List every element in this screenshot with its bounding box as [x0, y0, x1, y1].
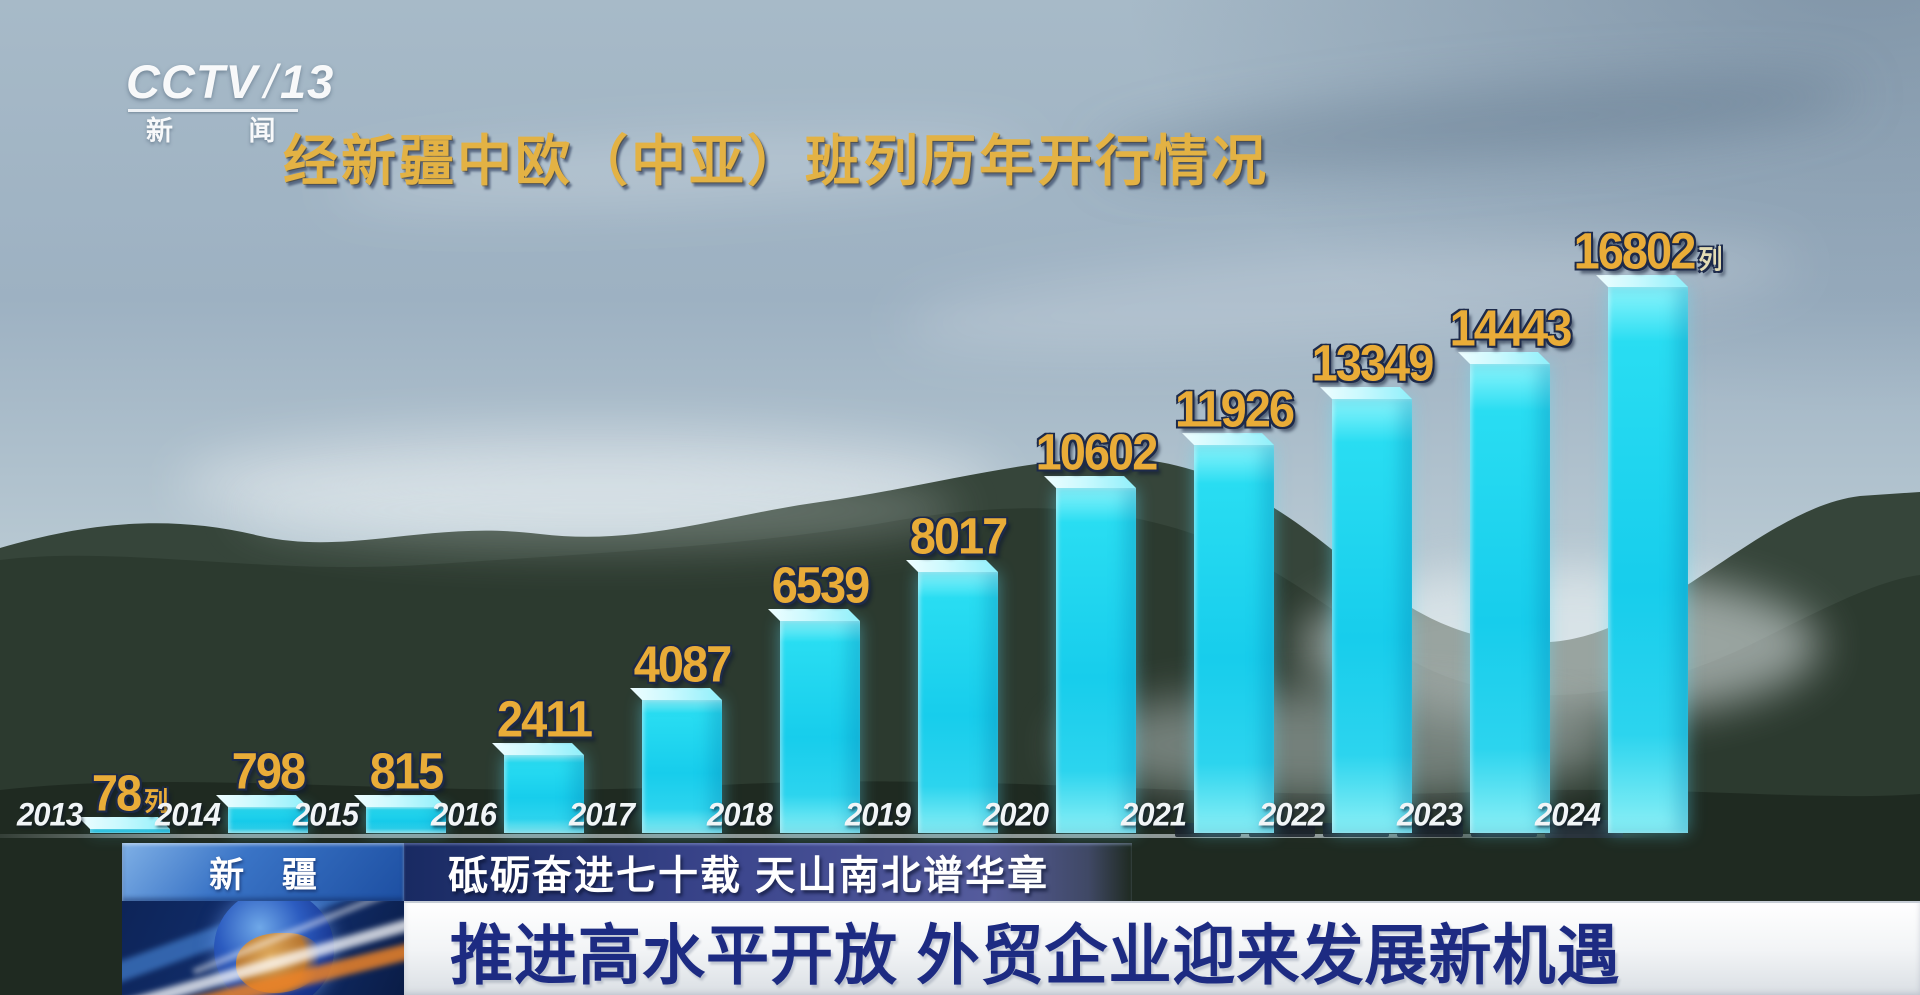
bar-value-label: 14443 [1370, 298, 1650, 357]
bar-top-face [630, 688, 722, 700]
bar-value-label: 8017 [818, 506, 1098, 565]
bar-value-label: 4087 [542, 634, 822, 693]
bar-value-number: 78 [91, 763, 142, 822]
bar-year-label: 2020 [983, 796, 1049, 833]
bar-value-number: 16802 [1573, 221, 1697, 280]
bar-2018 [780, 621, 860, 833]
bar-year-label: 2016 [431, 796, 497, 833]
bar-unit-suffix: 列 [144, 787, 169, 817]
bar-value-label: 815 [266, 741, 546, 800]
bar-top-face [78, 817, 170, 829]
bar-2024 [1608, 287, 1688, 833]
bar-top-face [216, 795, 308, 807]
bar-2017 [642, 700, 722, 833]
bar-year-label: 2022 [1259, 796, 1325, 833]
bar-2019 [918, 572, 998, 833]
bar-year-label: 2014 [155, 796, 221, 833]
bar-year-label: 2015 [293, 796, 359, 833]
bar-value-number: 798 [231, 741, 306, 800]
bar-year-label: 2017 [569, 796, 635, 833]
bar-2014 [228, 807, 308, 833]
bar-value-label: 2411 [404, 689, 684, 748]
bar-2015 [366, 807, 446, 833]
mist-patch [240, 470, 960, 550]
bar-year-label: 2024 [1535, 796, 1601, 833]
bar-year-label: 2019 [845, 796, 911, 833]
bar-year-label: 2013 [17, 796, 83, 833]
bar-2016 [504, 755, 584, 833]
bar-unit-suffix: 列 [1698, 245, 1723, 275]
bar-year-label: 2021 [1121, 796, 1187, 833]
bar-top-face [1596, 275, 1688, 287]
bar-top-face [906, 560, 998, 572]
bar-value-label: 16802 列 [1508, 221, 1788, 280]
bar-value-label: 6539 [680, 555, 960, 614]
globe-graphic [122, 901, 404, 995]
bar-2020 [1056, 488, 1136, 833]
bar-top-face [354, 795, 446, 807]
bar-value-number: 11926 [1174, 379, 1295, 438]
bar-value-number: 4087 [633, 634, 733, 693]
bar-value-number: 13349 [1311, 333, 1435, 392]
bar-2022 [1332, 399, 1412, 833]
bar-2013 [90, 829, 170, 833]
bar-top-face [492, 743, 584, 755]
region-badge-label: 新 疆 [209, 855, 331, 895]
bar-value-number: 14443 [1449, 298, 1573, 357]
bar-value-number: 10602 [1035, 422, 1159, 481]
bar-value-label: 11926 [1094, 379, 1374, 438]
channel-subtitle: 新 闻 [146, 116, 310, 146]
channel-logo: CCTV/13 新 闻 [126, 58, 334, 145]
cctv-text: CCTV [126, 55, 258, 108]
logo-slash: / [263, 55, 279, 108]
bar-value-number: 815 [369, 741, 444, 800]
train-car [1397, 823, 1463, 837]
bar-value-number: 2411 [497, 689, 593, 748]
cctv-wordmark: CCTV/13 [126, 58, 334, 105]
logo-underline [128, 109, 298, 112]
bar-top-face [1044, 476, 1136, 488]
bar-value-label: 13349 [1232, 333, 1512, 392]
bar-2021 [1194, 445, 1274, 833]
bar-top-face [1320, 387, 1412, 399]
train-engine [1545, 820, 1623, 838]
headline-strip: 推进高水平开放 外贸企业迎来发展新机遇 [404, 901, 1920, 995]
bar-year-label: 2018 [707, 796, 773, 833]
bar-value-label: 798 [128, 741, 408, 800]
bar-top-face [1182, 433, 1274, 445]
bar-2023 [1470, 364, 1550, 833]
bar-top-face [1458, 352, 1550, 364]
bar-value-number: 6539 [771, 555, 871, 614]
headline-text: 推进高水平开放 外贸企业迎来发展新机遇 [450, 919, 1621, 993]
bar-value-label: 78 列 [0, 763, 270, 822]
bar-value-number: 8017 [909, 506, 1009, 565]
bar-value-label: 10602 [956, 422, 1236, 481]
bar-top-face [768, 609, 860, 621]
series-title-strip: 砥砺奋进七十载 天山南北谱华章 [404, 843, 1132, 901]
bar-year-label: 2023 [1397, 796, 1463, 833]
region-badge: 新 疆 [122, 843, 404, 901]
channel-number: 13 [280, 55, 335, 108]
railway-line [0, 834, 1660, 838]
chart-title: 经新疆中欧（中亚）班列历年开行情况 [283, 130, 1270, 192]
series-title-text: 砥砺奋进七十载 天山南北谱华章 [448, 854, 1050, 898]
